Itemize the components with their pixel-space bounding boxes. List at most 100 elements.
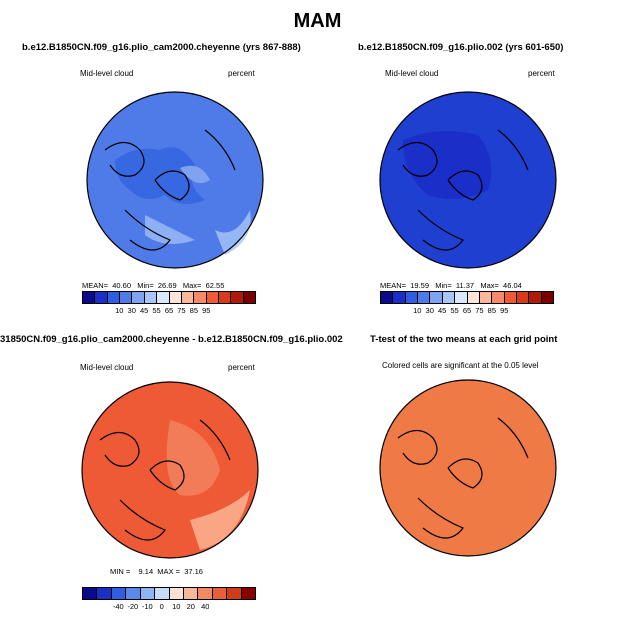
panel-bl-colorbar-swatch <box>198 588 213 599</box>
panel-tr-colorbar-tick-label: 95 <box>500 306 509 315</box>
panel-tl-high-cloud-region-2 <box>145 215 195 244</box>
panel-tl-colorbar-swatch <box>157 292 170 303</box>
panel-tl-colorbar-swatch <box>132 292 145 303</box>
panel-tl-colorbar-swatch <box>194 292 207 303</box>
panel-tr-colorbar-swatch <box>430 292 443 303</box>
panel-tl-colorbar-tick-label: 95 <box>202 306 211 315</box>
panel-tr-colorbar-swatches <box>380 291 554 304</box>
panel-tl-map-border <box>86 91 264 269</box>
panel-tl-colorbar-swatch <box>243 292 256 303</box>
panel-tl-colorbar-tick-label: 10 <box>115 306 124 315</box>
panel-tl-colorbar-swatch <box>169 292 182 303</box>
panel-tl-colorbar-tick-label: 65 <box>164 306 174 315</box>
panel-tr-colorbar: 10 30 45 55 65 75 85 95 <box>380 291 554 315</box>
panel-tr-colorbar-swatch <box>467 292 480 303</box>
panel-tr-colorbar-swatch <box>393 292 406 303</box>
panel-tr-colorbar-tick-label: 45 <box>437 306 447 315</box>
panel-bl-colorbar-tick-label: 0 <box>159 602 164 611</box>
panel-tl-colorbar-swatch <box>83 292 96 303</box>
panel-bl-colorbar-ticks: -40 -20 -10 0 10 20 40 <box>82 600 256 611</box>
panel-bl-colorbar-swatch <box>227 588 242 599</box>
panel-bl-colorbar-swatch <box>169 588 184 599</box>
panel-tl-units-label: percent <box>228 69 255 78</box>
panel-tl-high-cloud-region <box>215 210 251 255</box>
panel-tl-title: b.e12.B1850CN.f09_g16.plio_cam2000.cheye… <box>22 42 301 53</box>
panel-tl-colorbar-tick-label: 55 <box>152 306 161 315</box>
panel-tl-colorbar-swatches <box>82 291 256 304</box>
panel-tr-stats: MEAN= 19.59 Min= 11.37 Max= 46.04 <box>380 281 522 290</box>
panel-tl-colorbar-swatch <box>181 292 195 303</box>
panel-tl-colorbar-tick-label: 45 <box>139 306 149 315</box>
panel-tr-colorbar-ticks: 10 30 45 55 65 75 85 95 <box>380 304 554 315</box>
panel-bl-colorbar-tick-label: -40 <box>112 602 124 611</box>
panel-tl-colorbar-tick-label: 85 <box>189 306 199 315</box>
panel-tr-colorbar-swatch <box>492 292 505 303</box>
panel-tr-variable-label: Mid-level cloud <box>385 69 439 78</box>
panel-tr-colorbar-tick-label: 55 <box>450 306 459 315</box>
panel-tr-colorbar-swatch <box>504 292 517 303</box>
panel-tr-colorbar-tick-label: 85 <box>487 306 497 315</box>
panel-bl-units-label: percent <box>228 363 255 372</box>
panel-tr-colorbar-swatch <box>479 292 493 303</box>
panel-tr-map-border <box>379 91 557 269</box>
figure-title: MAM <box>293 10 342 32</box>
panel-bl-colorbar-tick-label: 40 <box>201 602 210 611</box>
panel-tr-colorbar-swatch <box>442 292 456 303</box>
panel-bl-colorbar-swatch <box>140 588 156 599</box>
panel-br-map-border <box>379 379 557 557</box>
panel-bl-colorbar-swatch <box>83 588 98 599</box>
panel-tr-colorbar-swatch <box>541 292 554 303</box>
panel-tr-colorbar-tick-label: 75 <box>475 306 484 315</box>
panel-tr-colorbar-swatch <box>516 292 530 303</box>
panel-tr-colorbar-swatch <box>418 292 431 303</box>
panel-tl-colorbar-swatch <box>206 292 219 303</box>
panel-bl-coastlines <box>99 419 231 541</box>
panel-br-coastlines <box>397 417 529 539</box>
panel-bl-colorbar-swatch <box>212 588 228 599</box>
panel-bl-colorbar-swatch <box>111 588 127 599</box>
panel-tl-colorbar: 10 30 45 55 65 75 85 95 <box>82 291 256 315</box>
panel-bl-colorbar-swatches <box>82 587 256 600</box>
panel-tr-coastlines <box>397 129 529 251</box>
panel-tl-colorbar-tick-label: 30 <box>127 306 136 315</box>
panel-tr-polar-map <box>379 91 557 269</box>
panel-bl-colorbar-tick-label: -10 <box>141 602 153 611</box>
panel-tr-colorbar-swatch <box>529 292 542 303</box>
panel-bl-variable-label: Mid-level cloud <box>80 363 134 372</box>
panel-tr-colorbar-tick-label: 30 <box>425 306 434 315</box>
panel-tl-colorbar-swatch <box>231 292 244 303</box>
panel-tr-colorbar-tick-label: 65 <box>462 306 472 315</box>
panel-bl-colorbar: -40 -20 -10 0 10 20 40 <box>82 587 256 611</box>
panel-bl-colorbar-tick-label: 20 <box>186 602 195 611</box>
panel-bl-colorbar-swatch <box>155 588 170 599</box>
panel-tr-colorbar-swatch <box>405 292 419 303</box>
panel-bl-stats: MIN = 9.14 MAX = 37.16 <box>110 567 203 576</box>
panel-tl-colorbar-swatch <box>107 292 121 303</box>
panel-tl-colorbar-swatch <box>120 292 133 303</box>
panel-tr-units-label: percent <box>528 69 555 78</box>
panel-tl-variable-label: Mid-level cloud <box>80 69 134 78</box>
panel-tr-colorbar-swatch <box>381 292 394 303</box>
panel-br-title: T-test of the two means at each grid poi… <box>370 334 558 345</box>
panel-br-subtitle: Colored cells are significant at the 0.0… <box>382 361 539 370</box>
panel-tl-colorbar-swatch <box>144 292 158 303</box>
panel-bl-map-border <box>81 381 259 559</box>
panel-tr-colorbar-tick-label: 10 <box>413 306 422 315</box>
panel-bl-lowest-region <box>190 490 250 550</box>
panel-bl-colorbar-tick-label: -20 <box>127 602 139 611</box>
panel-bl-title: 31850CN.f09_g16.plio_cam2000.cheyenne - … <box>0 334 343 345</box>
panel-tl-colorbar-tick-label: 75 <box>177 306 186 315</box>
panel-bl-colorbar-swatch <box>241 588 256 599</box>
panel-tl-colorbar-ticks: 10 30 45 55 65 75 85 95 <box>82 304 256 315</box>
panel-tl-colorbar-swatch <box>218 292 232 303</box>
panel-br-map-fill <box>380 380 556 556</box>
panel-bl-colorbar-swatch <box>97 588 112 599</box>
panel-bl-colorbar-swatch <box>183 588 199 599</box>
panel-bl-lower-region <box>166 420 220 496</box>
panel-tr-low-region <box>403 131 492 199</box>
panel-tr-title: b.e12.B1850CN.f09_g16.plio.002 (yrs 601-… <box>358 42 564 53</box>
panel-tl-stats: MEAN= 40.60 Min= 26.69 Max= 62.55 <box>82 281 225 290</box>
panel-tl-polar-map <box>86 91 264 269</box>
panel-bl-colorbar-tick-label: 10 <box>172 602 181 611</box>
panel-tl-colorbar-swatch <box>95 292 108 303</box>
